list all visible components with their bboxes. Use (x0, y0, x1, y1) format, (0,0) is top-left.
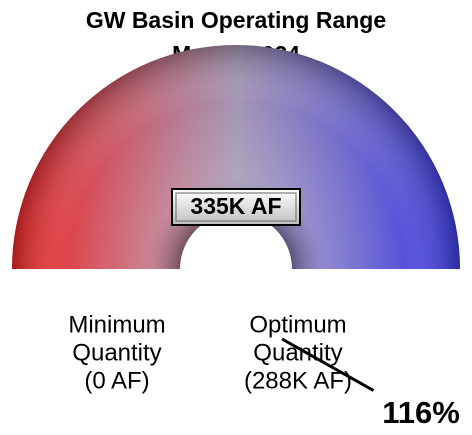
chart-title: GW Basin Operating Range (86, 7, 386, 33)
max-label: Optimum (249, 311, 346, 338)
max-label: Quantity (253, 339, 342, 366)
percent-label: 116% (382, 395, 460, 430)
gauge-shade (12, 45, 460, 269)
min-label: (0 AF) (84, 367, 149, 394)
max-label: (288K AF) (244, 367, 352, 394)
min-label: Quantity (72, 339, 161, 366)
min-label: Minimum (68, 311, 165, 338)
gauge-arc (12, 45, 460, 269)
value-label: 335K AF (190, 193, 281, 219)
needle (281, 337, 375, 392)
value-box (171, 188, 301, 226)
value-box-inner (175, 192, 297, 222)
